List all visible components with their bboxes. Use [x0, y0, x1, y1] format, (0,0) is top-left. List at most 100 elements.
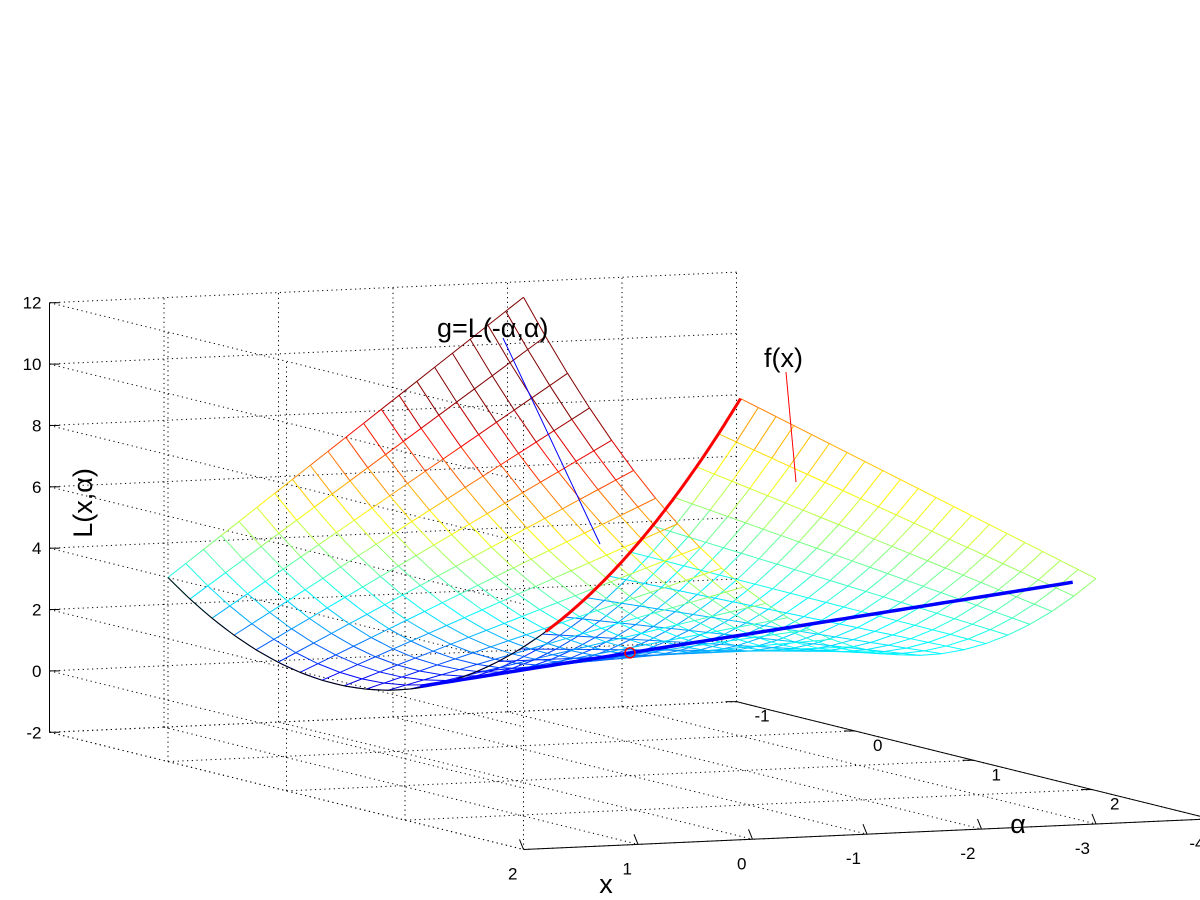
mesh-line — [300, 556, 324, 579]
mesh-line — [731, 449, 755, 482]
mesh-line — [633, 470, 657, 499]
mesh-line — [535, 585, 558, 604]
mesh-line — [813, 643, 832, 647]
mesh-line — [799, 630, 818, 635]
mesh-line — [326, 597, 346, 609]
mesh-line — [614, 654, 633, 658]
mesh-line — [491, 362, 511, 377]
mesh-line — [450, 643, 474, 654]
mesh-line — [464, 609, 483, 619]
alpha-tick-label: -1 — [755, 707, 770, 726]
mesh-line — [753, 416, 777, 451]
mesh-line — [649, 649, 668, 653]
x-tick-label: 0 — [737, 854, 746, 873]
mesh-line — [388, 628, 412, 642]
mesh-line — [429, 509, 452, 535]
mesh-line — [690, 596, 709, 603]
mesh-line — [269, 612, 292, 630]
grid-line — [49, 271, 737, 304]
mesh-line — [207, 585, 231, 607]
mesh-line — [824, 482, 844, 492]
mesh-line — [410, 640, 434, 652]
mesh-line — [736, 579, 755, 585]
mesh-line — [295, 652, 319, 665]
mesh-line — [778, 642, 797, 645]
mesh-line — [650, 585, 669, 593]
mesh-line — [599, 620, 618, 624]
mesh-line — [366, 613, 390, 630]
mesh-line — [740, 528, 764, 554]
grid-line — [49, 701, 737, 733]
mesh-line — [1002, 542, 1026, 564]
x-tick-label: 2 — [508, 864, 517, 883]
z-tick-label: 4 — [32, 539, 41, 558]
mesh-line — [945, 567, 964, 576]
mesh-line — [446, 625, 469, 638]
mesh-line — [609, 647, 628, 653]
mesh-line — [756, 634, 775, 638]
mesh-line — [847, 566, 871, 587]
mesh-line — [860, 470, 884, 500]
mesh-line — [944, 547, 968, 569]
mesh-line — [274, 493, 298, 521]
mesh-line — [1055, 587, 1075, 597]
mesh-line — [432, 650, 456, 660]
mesh-line — [434, 367, 458, 403]
mesh-line — [786, 612, 805, 618]
mesh-line — [344, 586, 363, 598]
mesh-line — [628, 567, 647, 576]
z-tick-label: 6 — [32, 478, 41, 497]
mesh-line — [758, 407, 777, 418]
mesh-line — [335, 645, 354, 656]
mesh-line — [785, 597, 809, 614]
mesh-line — [491, 375, 515, 411]
mesh-line — [553, 430, 577, 462]
mesh-line — [375, 543, 399, 567]
mesh-line — [768, 592, 791, 610]
mesh-line — [632, 598, 656, 614]
mesh-line — [718, 552, 742, 576]
mesh-line — [927, 538, 950, 562]
mesh-line — [628, 574, 651, 593]
mesh-line — [526, 517, 545, 529]
mesh-line — [579, 498, 603, 525]
mesh-line — [454, 658, 478, 665]
mesh-line — [278, 519, 297, 534]
mesh-line — [611, 440, 634, 471]
mesh-line — [358, 543, 377, 557]
mesh-line — [464, 487, 488, 514]
mesh-line — [667, 646, 686, 651]
mesh-line — [282, 556, 302, 570]
mesh-line — [769, 617, 788, 622]
mesh-line — [516, 662, 539, 666]
mesh-line — [605, 637, 624, 643]
mesh-line — [468, 629, 487, 638]
mesh-line — [635, 624, 654, 628]
mesh-line — [632, 591, 651, 599]
mesh-line — [727, 516, 746, 524]
mesh-line — [556, 657, 575, 663]
mesh-line — [460, 434, 479, 448]
mesh-line — [220, 535, 244, 560]
mesh-line — [597, 489, 621, 517]
mesh-line — [649, 651, 672, 655]
mesh-line — [238, 521, 262, 547]
f-leader-line — [785, 371, 797, 483]
annotations: g=L(-α,α) f(x) — [437, 313, 803, 545]
mesh-line — [902, 652, 920, 656]
mesh-line — [495, 567, 514, 578]
mesh-line — [278, 532, 302, 558]
mesh-line — [331, 623, 350, 634]
mesh-line — [428, 632, 452, 645]
mesh-line — [896, 607, 920, 622]
mesh-line — [349, 480, 373, 509]
mesh-line — [887, 553, 911, 574]
mesh-line — [314, 506, 337, 533]
mesh-line — [251, 623, 275, 640]
mesh-line — [830, 580, 849, 587]
mesh-line — [762, 502, 786, 530]
mesh-line — [508, 527, 528, 539]
mesh-line — [719, 574, 738, 581]
mesh-line — [610, 574, 629, 583]
mesh-line — [816, 524, 840, 549]
